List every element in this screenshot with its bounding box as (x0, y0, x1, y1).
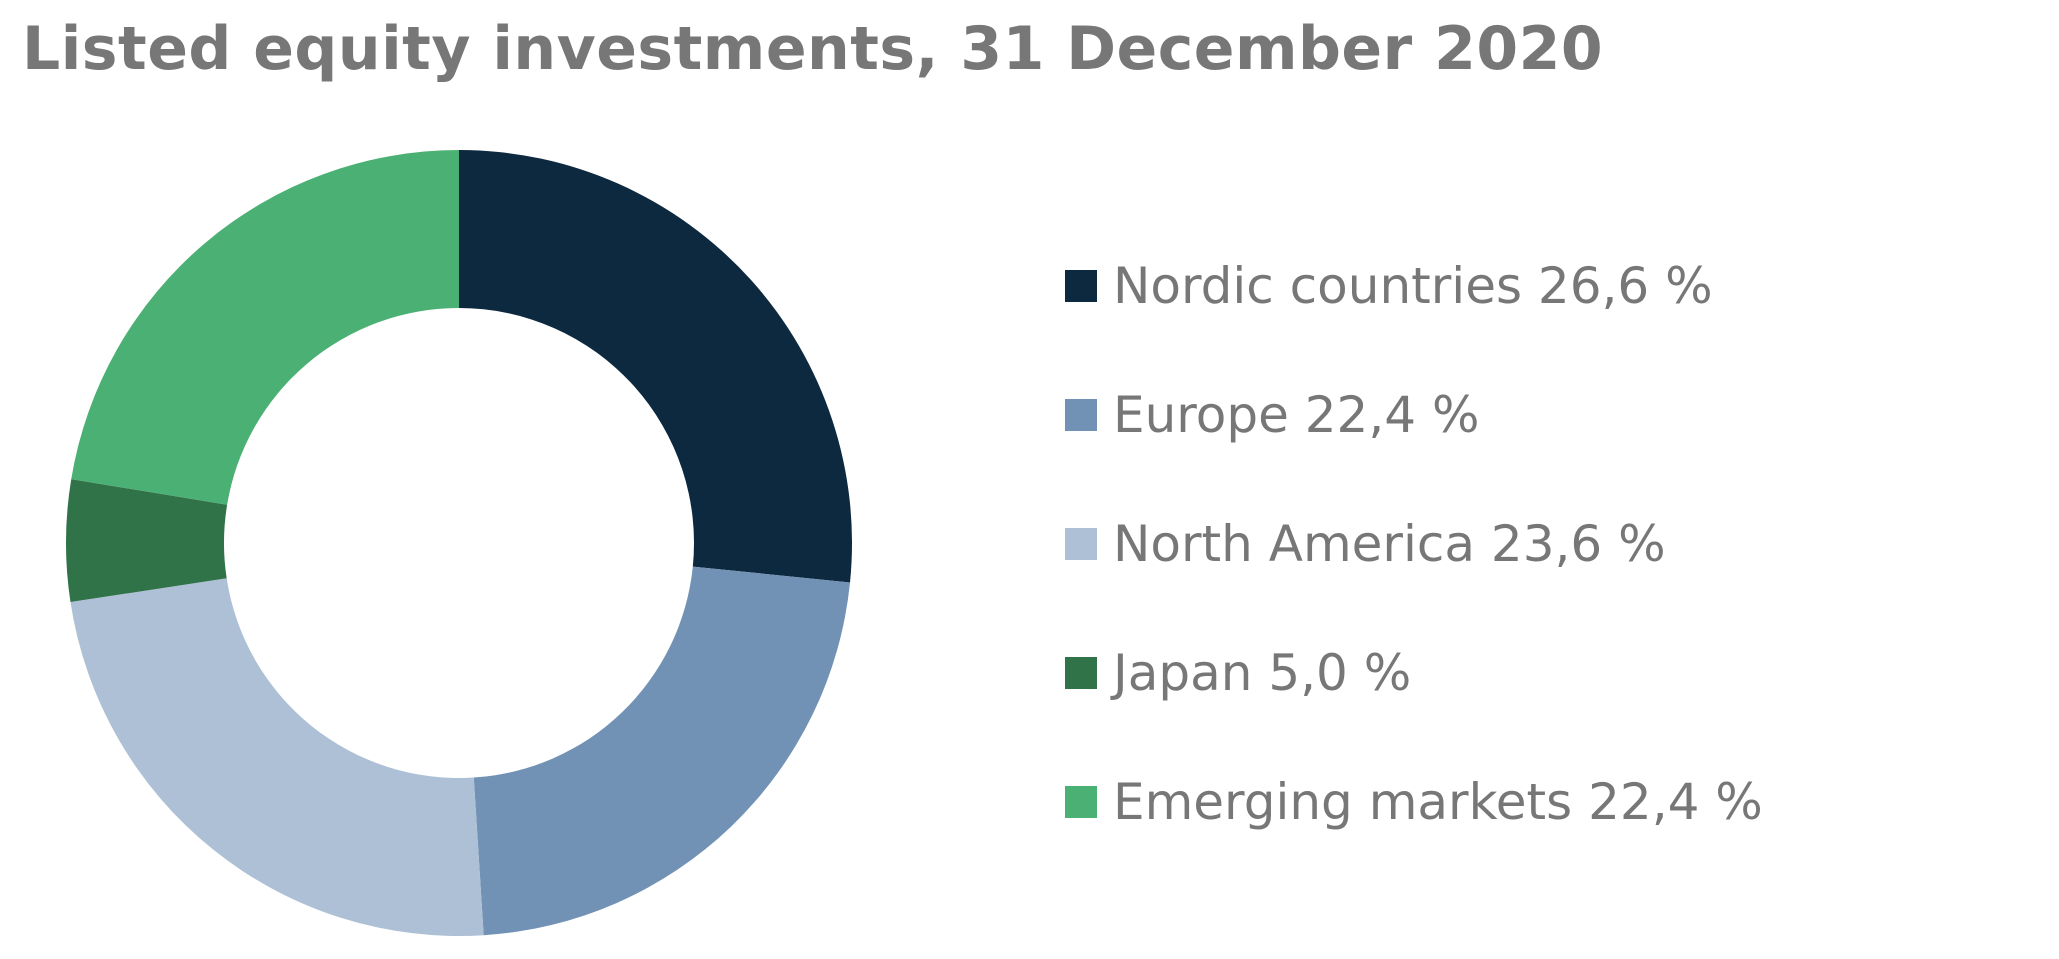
legend-label: Japan 5,0 % (1113, 644, 1412, 702)
legend-label: Emerging markets 22,4 % (1113, 773, 1763, 831)
donut-slice-emerging-markets (71, 150, 459, 505)
legend-swatch (1065, 528, 1097, 560)
donut-slice-europe (473, 566, 851, 936)
legend-label: Nordic countries 26,6 % (1113, 257, 1713, 315)
chart-title: Listed equity investments, 31 December 2… (22, 14, 1604, 84)
donut-slice-nordic-countries (459, 150, 852, 583)
legend-item: Japan 5,0 % (1065, 641, 1763, 770)
chart-legend: Nordic countries 26,6 % Europe 22,4 % Nort… (1065, 254, 1763, 899)
legend-item: Nordic countries 26,6 % (1065, 254, 1763, 383)
donut-chart (66, 150, 852, 936)
donut-slice-north-america (70, 578, 484, 936)
legend-swatch (1065, 270, 1097, 302)
legend-label: Europe 22,4 % (1113, 386, 1480, 444)
legend-item: North America 23,6 % (1065, 512, 1763, 641)
legend-item: Europe 22,4 % (1065, 383, 1763, 512)
legend-swatch (1065, 657, 1097, 689)
donut-slice-japan (66, 479, 228, 603)
legend-label: North America 23,6 % (1113, 515, 1666, 573)
legend-swatch (1065, 786, 1097, 818)
legend-item: Emerging markets 22,4 % (1065, 770, 1763, 899)
legend-swatch (1065, 399, 1097, 431)
